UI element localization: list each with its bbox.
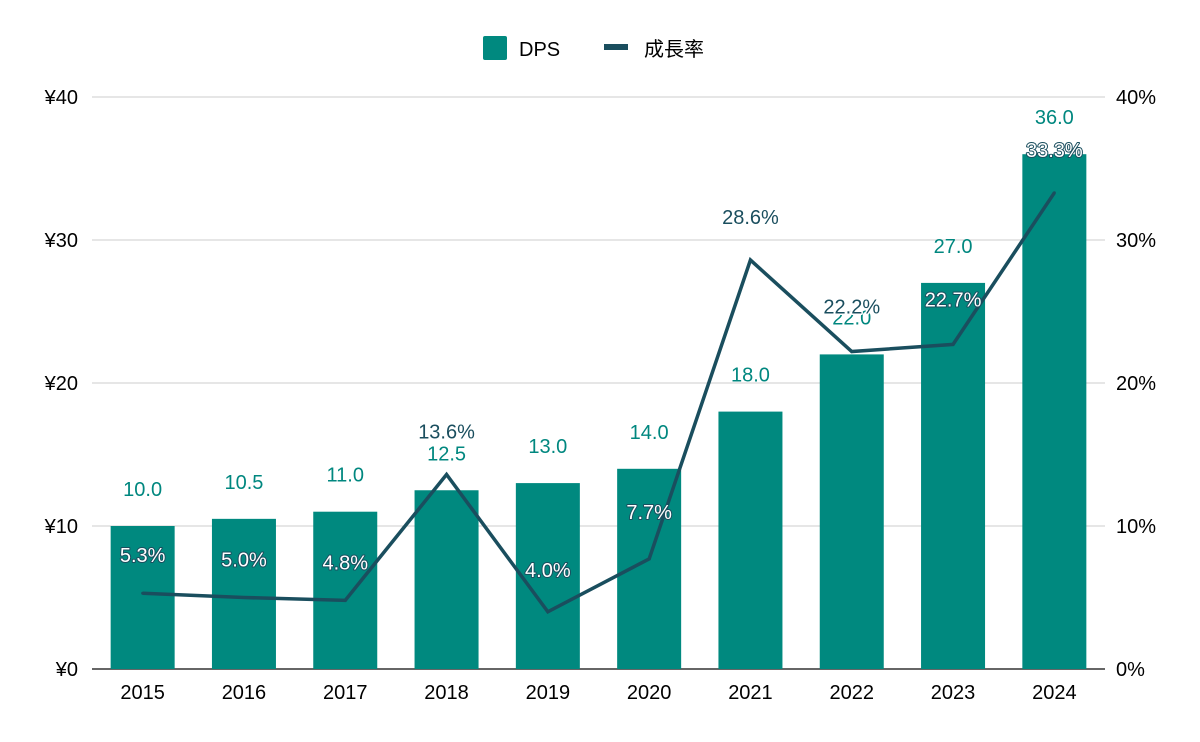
growth-line-point — [141, 591, 145, 595]
growth-line-label: 4.0% — [525, 560, 571, 582]
x-axis: 2015 2016 2017 2018 2019 2020 2021 2022 2023 2024 — [92, 668, 1105, 704]
legend-swatch-dps — [483, 36, 507, 60]
dps-bar — [414, 490, 479, 669]
growth-line-label: 33.3% — [1026, 140, 1083, 162]
growth-line-point — [343, 598, 347, 602]
left-axis-tick-label: ¥30 — [44, 230, 78, 252]
left-axis-tick-label: ¥40 — [44, 87, 78, 109]
growth-line-label: 4.8% — [322, 552, 368, 574]
x-axis-tick-label: 2016 — [222, 682, 267, 704]
x-axis-tick-label: 2017 — [323, 682, 368, 704]
dps-bar — [211, 518, 276, 669]
growth-line-series — [141, 191, 1056, 615]
x-axis-tick-label: 2019 — [526, 682, 571, 704]
dps-bar — [515, 483, 580, 669]
growth-line-point — [647, 557, 651, 561]
growth-line-point — [951, 342, 955, 346]
x-axis-tick-label: 2022 — [830, 682, 875, 704]
growth-line-label: 28.6% — [722, 207, 779, 229]
right-axis-tick-label: 10% — [1116, 516, 1156, 538]
growth-line-label: 5.3% — [120, 545, 166, 567]
dps-bar-label: 10.0 — [123, 479, 162, 501]
right-axis-tick-label: 40% — [1116, 87, 1156, 109]
legend-label-dps: DPS — [519, 39, 560, 61]
legend-swatch-growth — [604, 44, 628, 50]
growth-line-point — [748, 258, 752, 262]
x-axis-tick-label: 2018 — [424, 682, 469, 704]
growth-line-labels: 5.3% 5.0% 4.8% 13.6% 4.0% 7.7% 28.6% 22.2% 22.7%… — [119, 139, 1084, 583]
growth-line-point — [1052, 191, 1056, 195]
growth-line-point — [546, 610, 550, 614]
growth-line-label: 22.2% — [823, 297, 880, 319]
growth-line — [142, 191, 1056, 615]
right-axis-tick-label: 30% — [1116, 230, 1156, 252]
x-axis-tick-label: 2023 — [931, 682, 976, 704]
legend: DPS 成長率 — [483, 36, 704, 61]
growth-line-label: 7.7% — [626, 502, 672, 524]
dps-bar — [313, 511, 378, 669]
dps-bar-label: 11.0 — [327, 465, 364, 487]
growth-line-point — [242, 596, 246, 599]
left-axis: ¥0 ¥10 ¥20 ¥30 ¥40 — [44, 87, 78, 681]
dps-bar — [718, 411, 783, 669]
dps-bar-label: 27.0 — [934, 236, 973, 258]
x-axis-tick-label: 2024 — [1032, 682, 1077, 704]
growth-line-point — [850, 350, 854, 354]
growth-line-label: 5.0% — [221, 550, 267, 572]
x-axis-tick-label: 2020 — [627, 682, 672, 704]
left-axis-tick-label: ¥0 — [55, 659, 78, 681]
dps-bar-label: 14.0 — [630, 422, 669, 444]
dps-bar-label: 12.5 — [427, 443, 466, 465]
x-axis-tick-label: 2021 — [728, 682, 773, 704]
dps-bars — [110, 154, 1087, 669]
dps-bar-labels: 10.0 10.5 11.0 12.5 13.0 14.0 18.0 22.0 27.0 36.0 — [123, 107, 1074, 501]
dps-bar-label: 22.0 — [832, 307, 871, 329]
dps-bar-label: 36.0 — [1035, 107, 1074, 129]
x-axis-tick-label: 2015 — [120, 682, 165, 704]
left-axis-tick-label: ¥10 — [44, 516, 78, 538]
right-axis-tick-label: 20% — [1116, 373, 1156, 395]
dps-bar — [110, 526, 175, 669]
dps-bar — [819, 354, 884, 669]
legend-label-growth: 成長率 — [644, 38, 704, 61]
right-axis: 0% 10% 20% 30% 40% — [1116, 87, 1156, 681]
right-axis-tick-label: 0% — [1116, 659, 1145, 681]
dps-bar-label: 10.5 — [224, 472, 263, 494]
dps-bar-label: 18.0 — [731, 365, 770, 387]
dps-bar — [921, 282, 986, 669]
dps-bar-label: 13.0 — [528, 436, 567, 458]
growth-line-label: 13.6% — [418, 422, 475, 444]
left-axis-tick-label: ¥20 — [44, 373, 78, 395]
growth-line-label: 22.7% — [925, 289, 982, 311]
dps-bar — [1022, 154, 1087, 669]
growth-line-point — [445, 473, 449, 477]
